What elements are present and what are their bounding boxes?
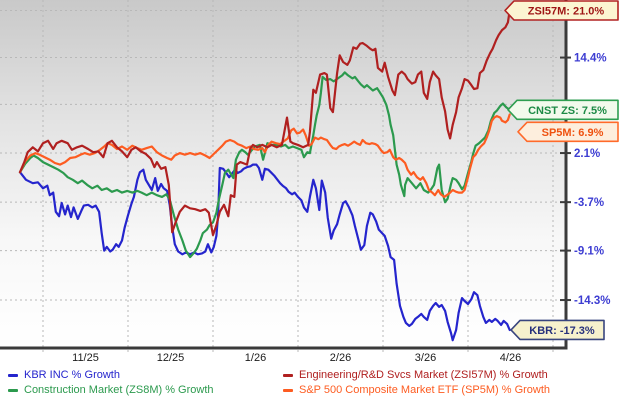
series-line-sp5m xyxy=(18,113,511,198)
legend-item-kbr: KBR INC % Growth xyxy=(8,369,120,382)
badge-shape xyxy=(504,0,619,21)
legend-label: S&P 500 Composite Market ETF (SP5M) % Gr… xyxy=(299,384,551,396)
y-tick-label: 2.1% xyxy=(574,148,600,160)
legend-label: Engineering/R&D Svcs Market (ZSI57M) % G… xyxy=(299,369,548,381)
badge-shape xyxy=(517,121,619,143)
legend-label: Construction Market (ZS8M) % Growth xyxy=(24,384,214,396)
y-tick-label: 14.4% xyxy=(574,53,607,65)
legend-item-construction-market: Construction Market (ZS8M) % Growth xyxy=(8,384,214,397)
badge-label: CNST ZS: 7.5% xyxy=(528,105,607,117)
series-line-zsi57m xyxy=(18,9,511,237)
badge-label: SP5M: 6.9% xyxy=(542,127,604,139)
y-tick-label: -3.7% xyxy=(574,197,604,209)
y-axis-labels: 14.4% 2.1% -3.7% -9.1% -14.3% xyxy=(560,53,610,307)
plot-background xyxy=(0,0,566,348)
badge-zs8m: CNST ZS: 7.5% xyxy=(507,99,619,121)
legend-dash-icon xyxy=(8,374,18,377)
x-tick-label: 12/25 xyxy=(157,352,185,364)
legend-item-sp500-etf: S&P 500 Composite Market ETF (SP5M) % Gr… xyxy=(283,384,550,397)
legend-item-engineering-rd-market: Engineering/R&D Svcs Market (ZSI57M) % G… xyxy=(283,369,548,382)
legend-dash-icon xyxy=(283,374,293,377)
x-tick-label: 11/25 xyxy=(72,352,99,364)
legend-label: KBR INC % Growth xyxy=(24,369,120,381)
y-tick-label: -14.3% xyxy=(574,295,610,307)
badge-shape xyxy=(507,99,619,121)
badge-sp5m: SP5M: 6.9% xyxy=(517,121,619,143)
badge-label: KBR: -17.3% xyxy=(529,325,595,337)
legend-dash-icon xyxy=(8,389,18,392)
legend-dash-icon xyxy=(283,389,293,392)
badge-label: ZSI57M: 21.0% xyxy=(528,6,605,18)
value-badges: ZSI57M: 21.0% CNST ZS: 7.5% SP5M: 6.9% KBR:… xyxy=(504,0,619,341)
y-tick-label: -9.1% xyxy=(574,246,604,258)
series-lines xyxy=(18,9,511,342)
x-tick-label: 1/26 xyxy=(245,352,266,364)
badge-kbr: KBR: -17.3% xyxy=(510,319,605,341)
badge-shape xyxy=(510,319,605,341)
x-tick-label: 2/26 xyxy=(330,352,351,364)
badge-zsi57m: ZSI57M: 21.0% xyxy=(504,0,619,21)
x-tick-label: 3/26 xyxy=(415,352,436,364)
x-axis-labels: 11/25 12/25 1/26 2/26 3/26 4/26 xyxy=(72,352,521,364)
x-tick-label: 4/26 xyxy=(500,352,521,364)
series-line-zs8m xyxy=(18,71,511,259)
series-line-kbr xyxy=(18,163,511,342)
